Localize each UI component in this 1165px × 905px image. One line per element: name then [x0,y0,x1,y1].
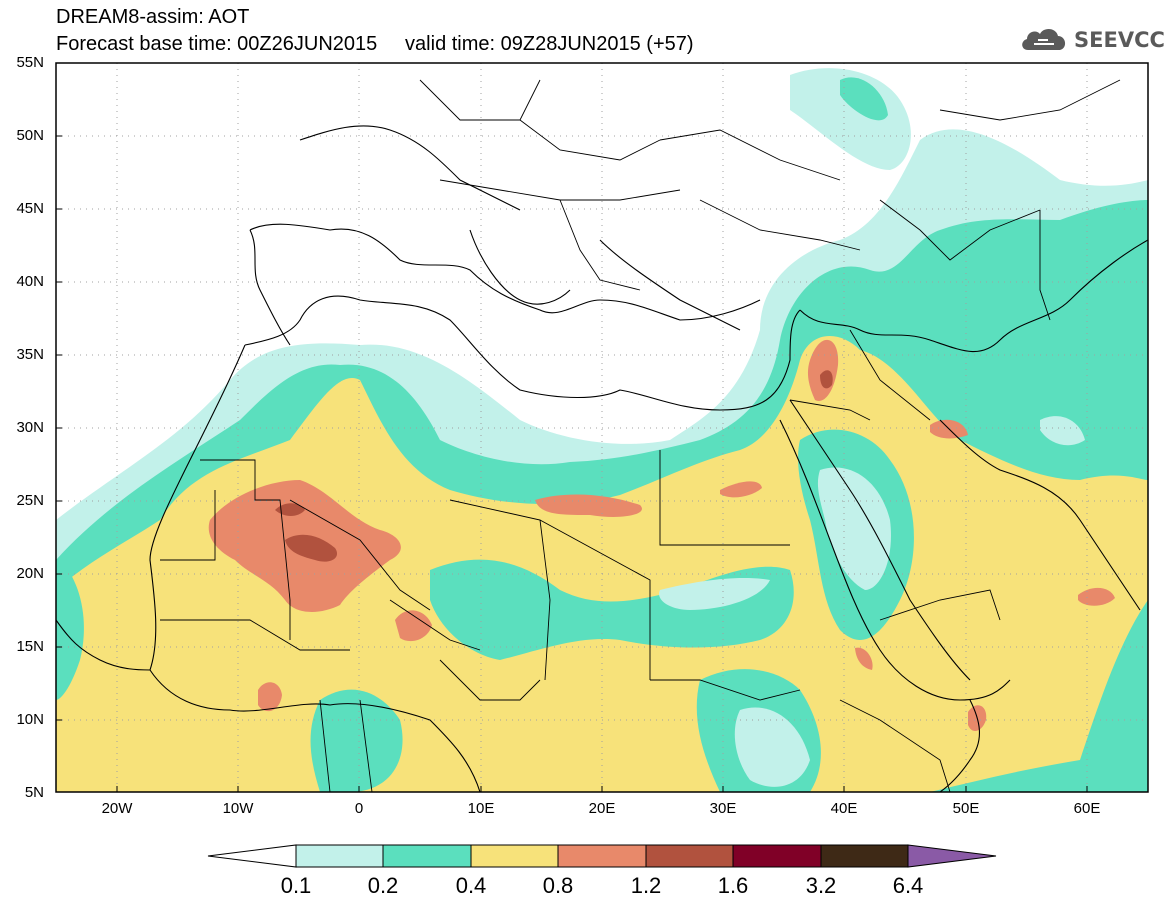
lon-label: 0 [354,800,364,817]
lon-label: 20W [101,800,133,817]
colorbar-cell-5 [645,844,734,868]
coastlines [56,125,1148,792]
colorbar-label: 0.4 [455,873,487,898]
axis-ticks [56,135,1088,792]
colorbar-cell-7 [820,844,909,868]
lat-label: 15N [16,638,44,655]
colorbar [207,844,997,868]
lat-label: 45N [16,200,44,217]
colorbar-label: 1.6 [717,873,749,898]
lat-label: 35N [16,346,44,363]
aot-band-1.2 [275,370,833,562]
colorbar-cell-1 [295,844,384,868]
seevccc-logo: SEEVCCC [1018,22,1165,56]
lat-label: 5N [24,784,44,801]
lon-label: 10E [467,800,495,817]
lon-label: 50E [952,800,980,817]
lat-label: 10N [16,711,44,728]
colorbar-cell-4 [557,844,647,868]
country-borders [160,210,1051,792]
colorbar-cell-3 [470,844,559,868]
lat-label: 40N [16,273,44,290]
colorbar-label: 0.8 [542,873,574,898]
logo-text: SEEVCCC [1074,28,1165,52]
aot-band-0.1-inner [659,416,1085,787]
lat-label: 30N [16,419,44,436]
lat-label: 20N [16,565,44,582]
lat-label: 55N [16,54,44,71]
lon-label: 60E [1073,800,1101,817]
lon-label: 20E [588,800,616,817]
chart-title: DREAM8-assim: AOT [56,6,250,28]
colorbar-cell-2 [382,844,472,868]
lon-label: 30E [709,800,737,817]
forecast-time-line: Forecast base time: 00Z26JUN2015 valid t… [56,33,694,55]
colorbar-cell-6 [732,844,822,868]
colorbar-high-arrow [907,844,997,868]
colorbar-label: 3.2 [805,873,837,898]
colorbar-label: 6.4 [892,873,924,898]
lat-label: 50N [16,127,44,144]
colorbar-low-arrow [207,844,297,868]
lat-label: 25N [16,492,44,509]
colorbar-label: 0.2 [367,873,399,898]
europe-borders [419,79,1121,291]
cloud-icon [1022,28,1066,50]
colorbar-label: 1.2 [630,873,662,898]
lon-label: 10W [222,800,254,817]
lon-label: 40E [830,800,858,817]
graticule [56,63,1148,792]
colorbar-label: 0.1 [280,873,312,898]
